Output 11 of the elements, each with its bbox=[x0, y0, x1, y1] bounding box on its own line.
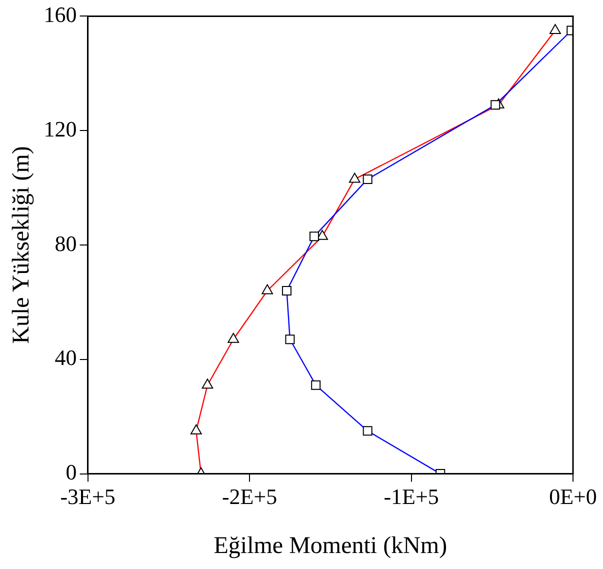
x-axis-title: Eğilme Momenti (kNm) bbox=[214, 532, 448, 559]
y-tick-label: 40 bbox=[54, 345, 77, 370]
y-axis-title: Kule Yüksekliği (m) bbox=[8, 146, 35, 344]
y-tick-label: 80 bbox=[54, 230, 77, 256]
x-tick-label: -3E+5 bbox=[60, 484, 116, 509]
y-tick-label: 160 bbox=[44, 2, 77, 27]
y-tick-label: 0 bbox=[66, 460, 77, 485]
x-tick-label: 0E+0 bbox=[549, 484, 597, 509]
y-tick-label: 120 bbox=[44, 116, 77, 142]
x-tick-label: -2E+5 bbox=[222, 484, 278, 509]
x-tick-label: -1E+5 bbox=[384, 484, 439, 509]
